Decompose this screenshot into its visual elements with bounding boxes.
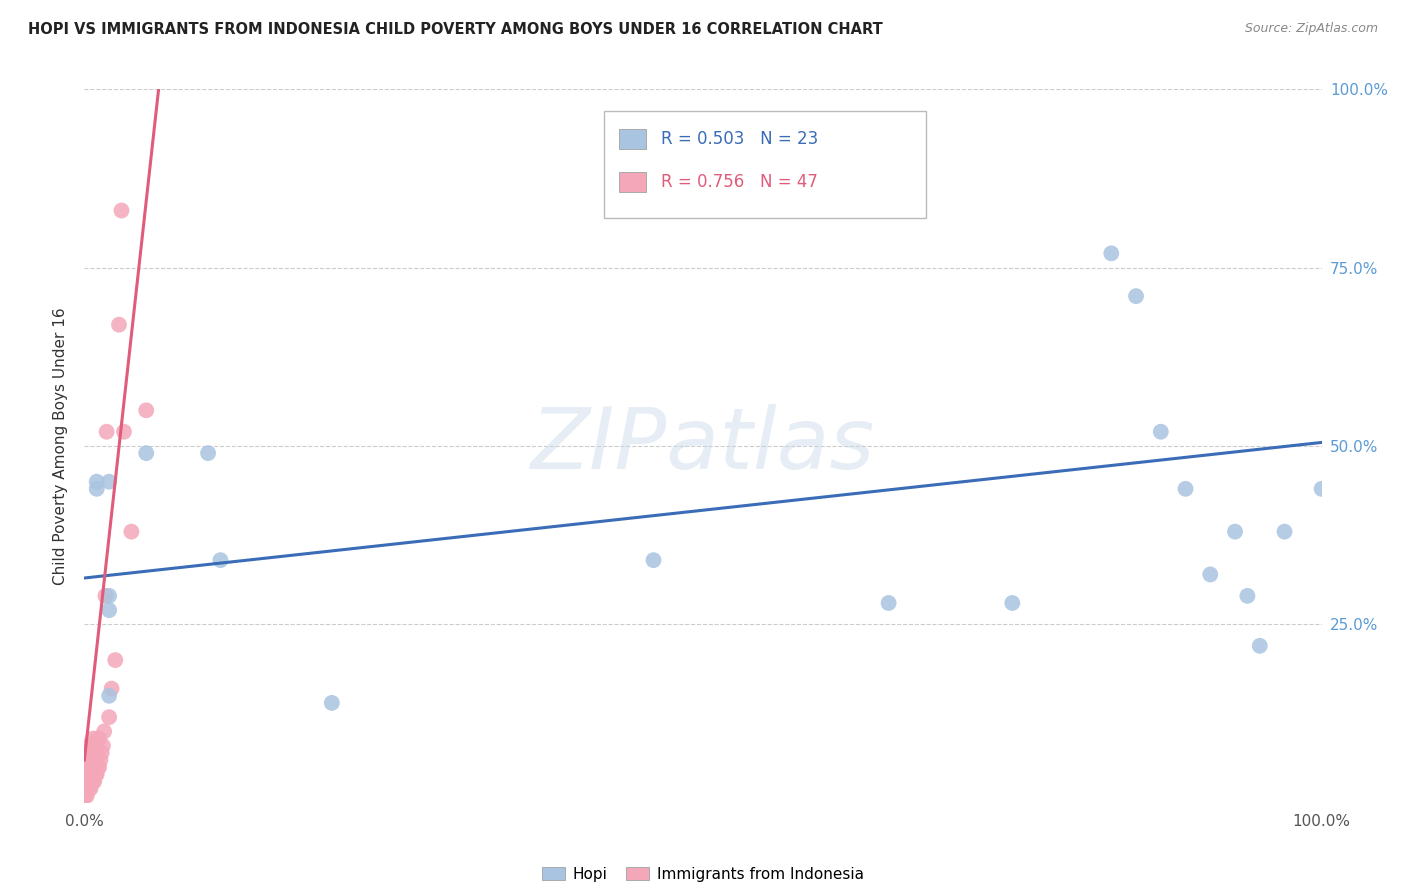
Point: [1223, 524, 1246, 539]
FancyBboxPatch shape: [605, 111, 925, 218]
Point: [76, 789, 98, 803]
Point: [98, 603, 121, 617]
Point: [89, 753, 111, 767]
Point: [1274, 524, 1296, 539]
Point: [84, 746, 107, 760]
Point: [643, 553, 665, 567]
Point: [112, 425, 135, 439]
Point: [77, 781, 100, 796]
Point: [82, 753, 104, 767]
Text: Source: ZipAtlas.com: Source: ZipAtlas.com: [1244, 22, 1378, 36]
Point: [76, 767, 98, 781]
Point: [80, 739, 103, 753]
Point: [1310, 482, 1333, 496]
Point: [1150, 425, 1173, 439]
Point: [89, 760, 111, 774]
Point: [110, 203, 132, 218]
Bar: [619, 129, 647, 149]
Point: [87, 731, 110, 746]
Point: [1174, 482, 1197, 496]
Point: [76, 774, 98, 789]
Point: [96, 425, 118, 439]
Point: [98, 710, 121, 724]
Point: [120, 524, 142, 539]
Y-axis label: Child Poverty Among Boys Under 16: Child Poverty Among Boys Under 16: [53, 307, 69, 585]
Point: [135, 403, 157, 417]
Point: [75, 760, 97, 774]
Point: [79, 781, 101, 796]
Point: [79, 746, 101, 760]
Point: [94, 589, 117, 603]
Point: [75, 781, 97, 796]
Point: [79, 760, 101, 774]
Point: [321, 696, 343, 710]
Point: [98, 689, 121, 703]
Point: [75, 774, 97, 789]
Point: [98, 589, 121, 603]
Text: HOPI VS IMMIGRANTS FROM INDONESIA CHILD POVERTY AMONG BOYS UNDER 16 CORRELATION : HOPI VS IMMIGRANTS FROM INDONESIA CHILD …: [28, 22, 883, 37]
Point: [84, 767, 107, 781]
Point: [82, 731, 104, 746]
Point: [1099, 246, 1122, 260]
Point: [209, 553, 232, 567]
Point: [100, 681, 122, 696]
Legend: Hopi, Immigrants from Indonesia: Hopi, Immigrants from Indonesia: [536, 861, 870, 888]
Point: [90, 746, 112, 760]
Bar: [619, 172, 647, 192]
Point: [83, 774, 105, 789]
Point: [1249, 639, 1271, 653]
Point: [98, 475, 121, 489]
Point: [83, 753, 105, 767]
Point: [877, 596, 900, 610]
Point: [1199, 567, 1222, 582]
Text: R = 0.503   N = 23: R = 0.503 N = 23: [661, 130, 818, 148]
Point: [104, 653, 127, 667]
Point: [75, 789, 97, 803]
Point: [87, 760, 110, 774]
Point: [79, 781, 101, 796]
Point: [1125, 289, 1147, 303]
Point: [197, 446, 219, 460]
Point: [93, 724, 115, 739]
Point: [1236, 589, 1258, 603]
Point: [86, 767, 108, 781]
Point: [77, 767, 100, 781]
Text: ZIPatlas: ZIPatlas: [531, 404, 875, 488]
Point: [135, 446, 157, 460]
Point: [79, 767, 101, 781]
Point: [108, 318, 131, 332]
Point: [1001, 596, 1024, 610]
Point: [76, 753, 98, 767]
Point: [80, 760, 103, 774]
Point: [80, 774, 103, 789]
Point: [86, 746, 108, 760]
Point: [77, 739, 100, 753]
Point: [86, 475, 108, 489]
Point: [82, 774, 104, 789]
Point: [77, 753, 100, 767]
Point: [91, 739, 114, 753]
Text: R = 0.756   N = 47: R = 0.756 N = 47: [661, 173, 818, 191]
Point: [89, 731, 111, 746]
Point: [86, 482, 108, 496]
